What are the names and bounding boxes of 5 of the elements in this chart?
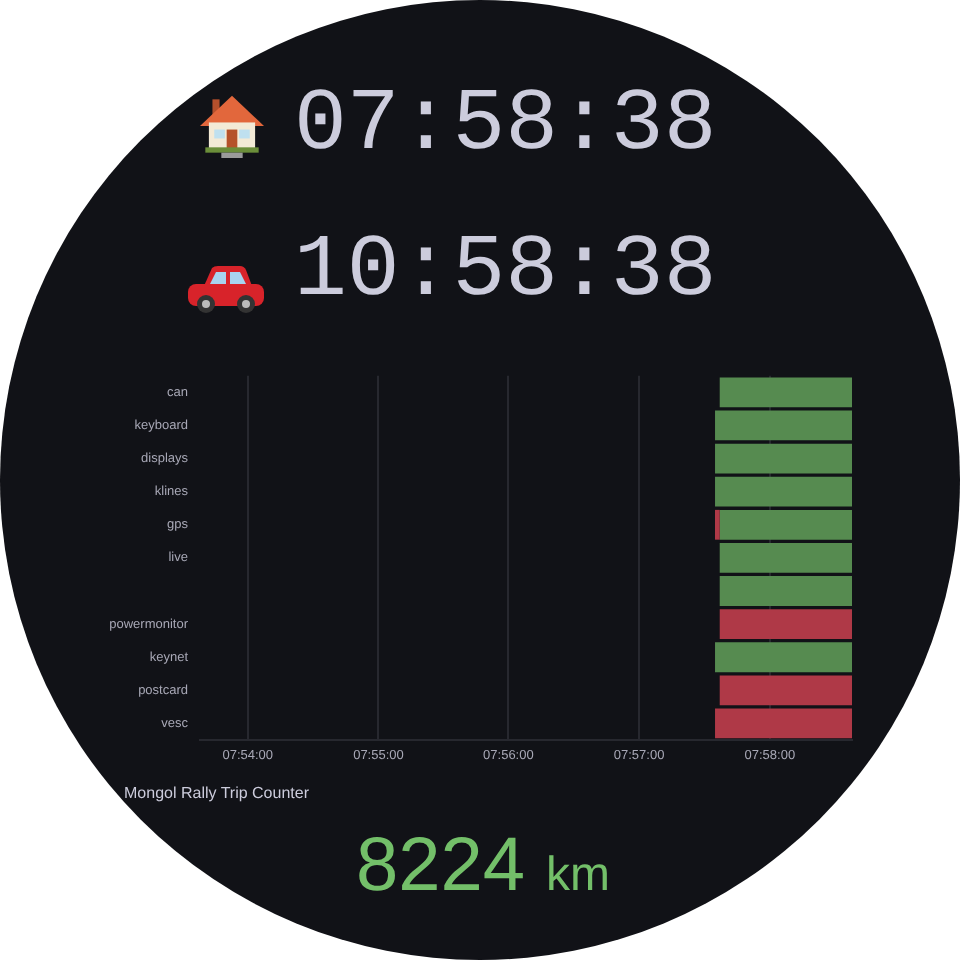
text: km [546,848,610,902]
text: 07:58:38 [294,76,717,176]
text: Mongol Rally Trip Counter [124,784,309,804]
text: 8224 [356,824,526,908]
text: 10:58:38 [294,222,717,322]
